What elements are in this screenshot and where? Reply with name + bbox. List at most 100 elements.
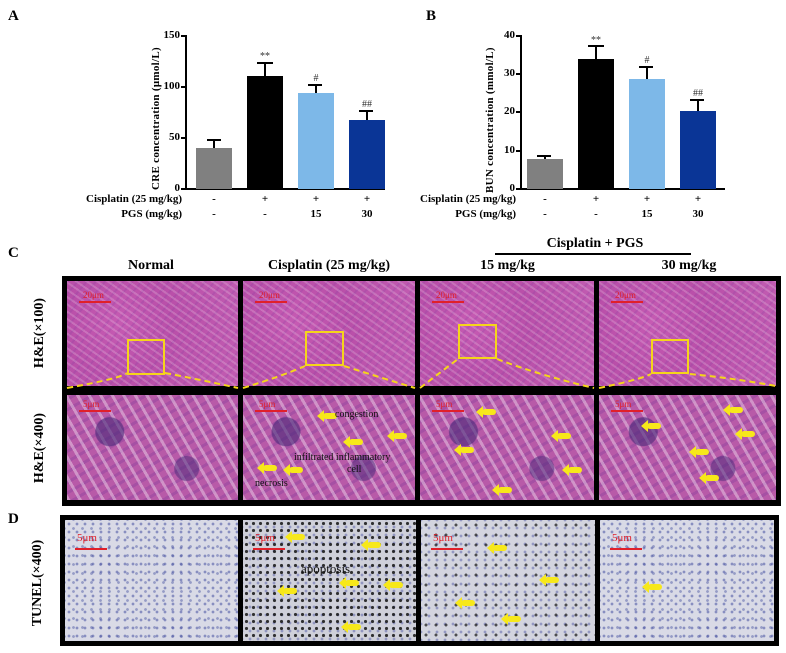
condition-value: +	[592, 193, 600, 205]
annotation-congestion: congestion	[335, 409, 379, 420]
bar-cisplatin	[247, 76, 283, 189]
tick	[516, 35, 521, 37]
condition-value: 15	[310, 208, 322, 220]
error-bar	[595, 46, 597, 59]
error-cap	[207, 139, 221, 141]
significance-mark: ##	[693, 88, 703, 99]
bar-cisplatin	[578, 59, 614, 189]
group-header-rule	[495, 253, 691, 255]
error-cap	[359, 110, 373, 112]
he400-cisplatin-image: 5μm congestion infiltrated inflammatory …	[243, 395, 415, 500]
column-title-pgs-30: 30 mg/kg	[661, 258, 717, 273]
tunel-cisplatin-image: 5μm apoptosis	[243, 520, 416, 641]
error-cap	[537, 155, 551, 157]
row-label-he400: H&E(×400)	[32, 412, 47, 484]
arrow-icon	[285, 531, 305, 543]
y-tick-label: 100	[163, 80, 181, 92]
scale-bar-label: 5μm	[83, 399, 100, 409]
roi-box	[458, 324, 497, 359]
bun-x-axis	[520, 188, 725, 190]
cisplatin-row-label: Cisplatin (25 mg/kg)	[420, 193, 516, 205]
bar-normal	[196, 148, 232, 189]
scale-bar-label: 20μm	[259, 290, 280, 300]
arrow-icon	[277, 585, 297, 597]
tick	[181, 188, 186, 190]
scale-bar-label: 5μm	[612, 532, 632, 544]
arrow-icon	[283, 464, 303, 476]
error-bar	[646, 67, 648, 79]
arrow-icon	[339, 577, 359, 589]
arrow-icon	[642, 581, 662, 593]
arrow-icon	[689, 446, 709, 458]
panel-label-d: D	[8, 511, 19, 527]
condition-value: -	[212, 208, 216, 220]
error-cap	[639, 66, 653, 68]
tick	[516, 188, 521, 190]
he400-pgs15-image: 5μm	[420, 395, 594, 500]
he-image-grid: 20μm 20μm 20μm 20μm 5μm 5μm congestion	[62, 276, 781, 506]
roi-box	[305, 331, 344, 366]
tunel-image-grid: 5μm 5μm apoptosis 5μm 5μm	[60, 515, 779, 646]
arrow-icon	[387, 430, 407, 442]
significance-mark: **	[260, 51, 270, 62]
bar-pgs-15	[629, 79, 665, 189]
scale-bar-label: 5μm	[77, 532, 97, 544]
error-bar	[544, 156, 546, 159]
annotation-infiltrated: infiltrated inflammatory	[294, 452, 391, 463]
condition-value: +	[312, 193, 320, 205]
arrow-icon	[383, 579, 403, 591]
cisplatin-row-label: Cisplatin (25 mg/kg)	[86, 193, 182, 205]
condition-value: 15	[641, 208, 653, 220]
he100-pgs15-image: 20μm	[420, 281, 594, 386]
column-title-cisplatin: Cisplatin (25 mg/kg)	[267, 258, 391, 273]
arrow-icon	[539, 574, 559, 586]
condition-value: -	[263, 208, 267, 220]
significance-mark: #	[644, 55, 650, 66]
arrow-icon	[492, 484, 512, 496]
arrow-icon	[551, 430, 571, 442]
tunel-pgs15-image: 5μm	[421, 520, 595, 641]
condition-value: -	[543, 208, 547, 220]
arrow-icon	[501, 613, 521, 625]
tick	[181, 86, 186, 88]
error-bar	[264, 63, 266, 76]
scale-bar-label: 20μm	[83, 290, 104, 300]
arrow-icon	[343, 436, 363, 448]
arrow-icon	[723, 404, 743, 416]
arrow-icon	[487, 542, 507, 554]
arrow-icon	[317, 410, 337, 422]
error-cap	[257, 62, 273, 64]
arrow-icon	[562, 464, 582, 476]
annotation-infiltrated-cell: cell	[347, 464, 362, 475]
error-bar	[366, 111, 368, 120]
annotation-necrosis: necrosis	[255, 478, 288, 489]
condition-value: -	[543, 193, 547, 205]
arrow-icon	[641, 420, 661, 432]
roi-box	[651, 339, 689, 374]
y-tick-label: 30	[504, 67, 515, 79]
he100-cisplatin-image: 20μm	[243, 281, 415, 386]
y-tick-label: 50	[169, 131, 180, 143]
roi-box	[127, 339, 165, 375]
bun-bar-chart: BUN concentration (mmol/L) 40 30 20 10 0…	[390, 0, 786, 225]
error-bar	[697, 100, 699, 111]
tick	[181, 35, 186, 37]
error-cap	[690, 99, 704, 101]
cre-y-axis-label: CRE concentration (μmol/L)	[150, 47, 162, 190]
arrow-icon	[735, 428, 755, 440]
tick	[181, 137, 186, 139]
scale-bar-label: 20μm	[436, 290, 457, 300]
tick	[516, 111, 521, 113]
bar-pgs-15	[298, 93, 334, 189]
pgs-row-label: PGS (mg/kg)	[455, 208, 516, 220]
condition-value: +	[363, 193, 371, 205]
scale-bar-label: 5μm	[433, 532, 453, 544]
condition-value: -	[212, 193, 216, 205]
panel-label-b: B	[426, 8, 437, 24]
error-bar	[213, 140, 215, 148]
scale-bar-label: 5μm	[436, 399, 453, 409]
arrow-icon	[361, 539, 381, 551]
scale-bar-label: 5μm	[259, 399, 276, 409]
error-cap	[308, 84, 322, 86]
bun-y-axis	[520, 35, 522, 190]
